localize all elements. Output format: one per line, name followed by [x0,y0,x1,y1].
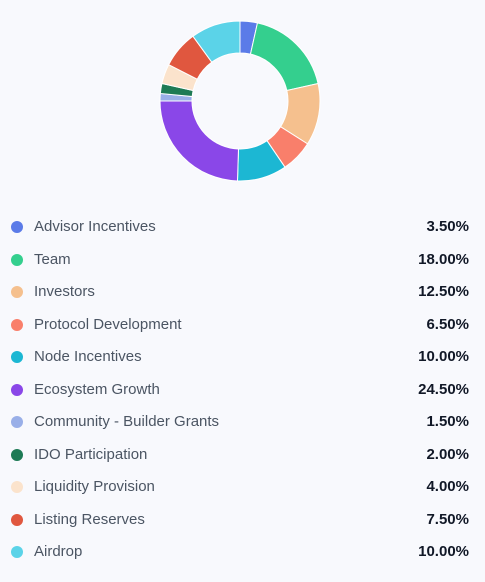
legend-swatch [11,351,23,363]
legend-label: Advisor Incentives [34,218,156,235]
donut-slice-2[interactable] [249,22,319,92]
donut-slice-6[interactable] [159,100,240,182]
legend-label: Community - Builder Grants [34,413,220,430]
legend-item[interactable]: Protocol Development 6.50% [0,308,485,341]
legend-item[interactable]: Airdrop 10.00% [0,535,485,568]
legend-value: 4.00% [426,478,469,495]
legend-value: 24.50% [418,380,469,398]
legend-swatch [11,318,23,331]
legend-label: Airdrop [34,543,83,560]
legend-value: 10.00% [418,348,469,365]
legend-label: Team [34,250,71,268]
legend-label: Node Incentives [34,348,142,365]
legend-swatch [11,286,23,298]
legend-item[interactable]: Liquidity Provision 4.00% [0,470,485,503]
legend-item[interactable]: Investors 12.50% [0,275,485,308]
legend-value: 7.50% [426,510,469,528]
legend-value: 12.50% [418,283,469,300]
legend-value: 3.50% [426,218,469,235]
legend-swatch [11,253,23,266]
legend-swatch [11,546,23,558]
donut-slice-11[interactable] [192,20,241,63]
legend-label: Investors [34,283,95,300]
legend-label: Listing Reserves [34,510,145,528]
legend-value: 2.00% [426,445,469,463]
legend-swatch [11,383,23,396]
legend-label: Protocol Development [34,315,182,333]
legend-label: Liquidity Provision [34,478,155,495]
legend-swatch [11,448,23,461]
legend-item[interactable]: Community - Builder Grants 1.50% [0,405,485,438]
legend-swatch [11,416,23,428]
legend-swatch [11,221,23,233]
legend-item[interactable]: Advisor Incentives 3.50% [0,210,485,243]
legend-item[interactable]: Ecosystem Growth 24.50% [0,373,485,406]
legend-value: 18.00% [418,250,469,268]
donut-chart [159,20,321,182]
legend-item[interactable]: IDO Participation 2.00% [0,438,485,471]
legend-item[interactable]: Node Incentives 10.00% [0,340,485,373]
legend-value: 10.00% [418,543,469,560]
legend-value: 1.50% [426,413,469,430]
legend-item[interactable]: Listing Reserves 7.50% [0,503,485,536]
legend-label: IDO Participation [34,445,148,463]
legend-swatch [11,513,23,526]
legend-item[interactable]: Team 18.00% [0,243,485,276]
chart-legend: Advisor Incentives 3.50% Team 18.00% Investo… [0,210,485,568]
legend-value: 6.50% [426,315,469,333]
legend-label: Ecosystem Growth [34,380,160,398]
legend-swatch [11,481,23,493]
